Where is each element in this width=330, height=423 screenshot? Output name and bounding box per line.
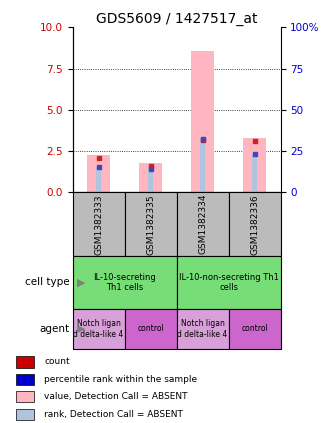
Bar [16,409,34,420]
Text: count: count [44,357,70,366]
Text: IL-10-secreting
Th1 cells: IL-10-secreting Th1 cells [93,273,156,292]
Text: GSM1382333: GSM1382333 [94,194,103,255]
Bar [96,167,101,192]
Text: value, Detection Call = ABSENT: value, Detection Call = ABSENT [44,392,188,401]
Bar [177,309,228,349]
Bar [228,192,280,256]
Title: GDS5609 / 1427517_at: GDS5609 / 1427517_at [96,12,257,27]
Bar [200,139,205,192]
Bar [124,192,177,256]
Bar [139,163,162,192]
Text: control: control [137,324,164,333]
Bar [252,154,257,192]
Bar [191,51,214,192]
Text: Notch ligan
d delta-like 4: Notch ligan d delta-like 4 [74,319,124,338]
Text: control: control [241,324,268,333]
Bar [177,192,228,256]
Text: cell type: cell type [25,277,69,287]
Text: agent: agent [39,324,69,334]
Text: rank, Detection Call = ABSENT: rank, Detection Call = ABSENT [44,410,183,419]
Text: ▶: ▶ [77,277,85,287]
Bar [228,309,280,349]
Text: GSM1382336: GSM1382336 [250,194,259,255]
Bar [243,138,266,192]
Text: Notch ligan
d delta-like 4: Notch ligan d delta-like 4 [178,319,228,338]
Bar [16,391,34,402]
Bar [87,154,110,192]
Bar [148,169,153,192]
Text: ▶: ▶ [77,324,85,334]
Bar [124,309,177,349]
Text: percentile rank within the sample: percentile rank within the sample [44,375,197,384]
Bar [16,374,34,385]
Text: IL-10-non-secreting Th1
cells: IL-10-non-secreting Th1 cells [179,273,279,292]
Text: GSM1382334: GSM1382334 [198,194,207,255]
Bar [73,192,124,256]
Bar [16,356,34,368]
Bar [73,309,124,349]
Bar [177,256,280,309]
Text: GSM1382335: GSM1382335 [146,194,155,255]
Bar [73,256,177,309]
